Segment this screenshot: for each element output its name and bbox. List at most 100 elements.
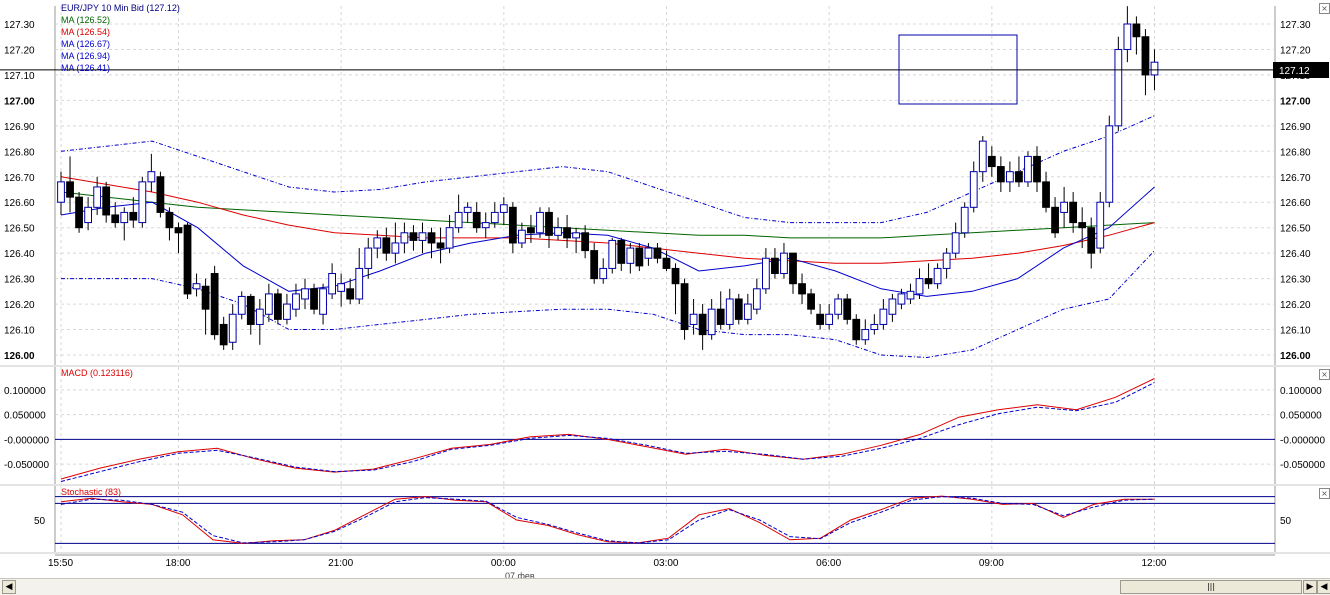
candle-body [725, 298, 734, 325]
candle-body [798, 283, 806, 295]
candle-body [680, 283, 689, 331]
scroll-end-icon[interactable]: ◀ [1317, 580, 1330, 594]
y-tick-label-right: 126.30 [1280, 275, 1311, 286]
bollinger-upper-band [60, 115, 1155, 224]
candle-body [1105, 125, 1114, 203]
candle-body [120, 211, 129, 224]
current-price-marker [1273, 62, 1329, 78]
candle-body [463, 206, 472, 213]
candle-body [84, 206, 92, 224]
candle-body [75, 196, 83, 229]
candle-body [599, 267, 608, 280]
candle-body [129, 211, 138, 221]
candle-body [752, 288, 761, 310]
candle-body [870, 323, 879, 331]
candle-body [274, 293, 282, 320]
macd-tick-left: 0.050000 [4, 411, 46, 422]
ma-red-line [60, 176, 1155, 264]
x-tick-label: 06:00 [816, 558, 841, 569]
candle-body [734, 298, 743, 320]
candle-body [572, 232, 581, 239]
candle-body [762, 257, 770, 290]
selection-box[interactable] [898, 34, 1018, 105]
macd-tick-left: 0.100000 [4, 386, 46, 397]
candle-body [499, 204, 508, 213]
y-tick-label-right: 126.10 [1280, 326, 1311, 337]
candle-body [102, 186, 111, 216]
candle-body [608, 239, 617, 269]
candle-body [978, 140, 987, 173]
y-tick-label-left: 127.20 [4, 45, 35, 56]
candle-body [545, 211, 553, 236]
candle-body [228, 313, 237, 343]
candle-body [888, 298, 897, 315]
macd-panel-close-icon[interactable]: × [1319, 369, 1330, 380]
stoch-panel-close-icon[interactable]: × [1319, 488, 1330, 499]
candle-body [1141, 36, 1150, 76]
y-tick-label-right: 126.60 [1280, 198, 1311, 209]
candle-body [1078, 222, 1087, 229]
candle-body [924, 278, 933, 285]
macd-tick-left: -0.000000 [4, 435, 49, 446]
candle-body [527, 227, 535, 234]
scroll-left-icon[interactable]: ◀ [2, 580, 16, 594]
x-tick-label: 21:00 [328, 558, 353, 569]
candle-body [852, 318, 861, 341]
legend-ma-red: MA (126.54) [61, 27, 110, 37]
x-tick-label: 09:00 [979, 558, 1004, 569]
candle-body [364, 247, 373, 269]
candle-body [111, 214, 120, 224]
legend-ma-green: MA (126.52) [61, 15, 110, 25]
macd-tick-right: -0.050000 [1280, 460, 1325, 471]
candle-body [834, 298, 843, 315]
candle-body [210, 273, 219, 336]
candle-body [418, 232, 427, 241]
candle-body [147, 171, 156, 183]
macd-title: MACD (0.123116) [61, 368, 133, 378]
candle-body [301, 288, 309, 300]
candle-body [1096, 201, 1105, 249]
legend-ma-blue-1: MA (126.67) [61, 39, 110, 49]
legend-ma-blue-2: MA (126.94) [61, 51, 110, 61]
candle-body [481, 222, 490, 229]
candle-body [310, 288, 318, 310]
candle-body [391, 242, 400, 254]
candle-body [138, 181, 147, 224]
y-tick-label-left: 126.50 [4, 224, 35, 235]
candle-body [382, 237, 391, 254]
candle-body [861, 329, 870, 341]
candle-body [590, 250, 599, 280]
stoch-signal-line [60, 496, 1155, 544]
candle-body [554, 227, 562, 236]
y-tick-label-right: 126.70 [1280, 173, 1311, 184]
candle-body [644, 247, 653, 259]
candle-body [346, 288, 355, 300]
scroll-right-icon[interactable]: ▶ [1303, 580, 1317, 594]
candle-body [292, 293, 300, 310]
horizontal-scrollbar[interactable]: ◀ ||| ▶ ◀ [0, 578, 1330, 595]
candle-body [1150, 61, 1159, 76]
candle-body [1123, 23, 1132, 50]
candle-body [1006, 171, 1014, 183]
candle-body [472, 211, 481, 229]
candle-body [843, 298, 852, 320]
candle-body [165, 211, 174, 229]
candle-body [1114, 48, 1123, 127]
ma-blue-line [60, 186, 1155, 297]
main-panel-close-icon[interactable]: × [1319, 3, 1330, 14]
candle-body [454, 211, 463, 229]
candle-body [879, 308, 888, 325]
candle-body [445, 227, 454, 249]
candle-body [264, 293, 273, 315]
candle-body [319, 288, 327, 315]
ma-green-line [60, 191, 1155, 239]
candle-body [987, 155, 996, 168]
scrollbar-thumb[interactable]: ||| [1120, 580, 1302, 594]
bollinger-lower-band [61, 250, 1155, 359]
candle-body [1069, 201, 1078, 224]
candle-body [581, 232, 590, 252]
candle-body [906, 290, 915, 300]
candle-body [183, 224, 192, 295]
y-tick-label-left: 127.30 [4, 20, 35, 31]
